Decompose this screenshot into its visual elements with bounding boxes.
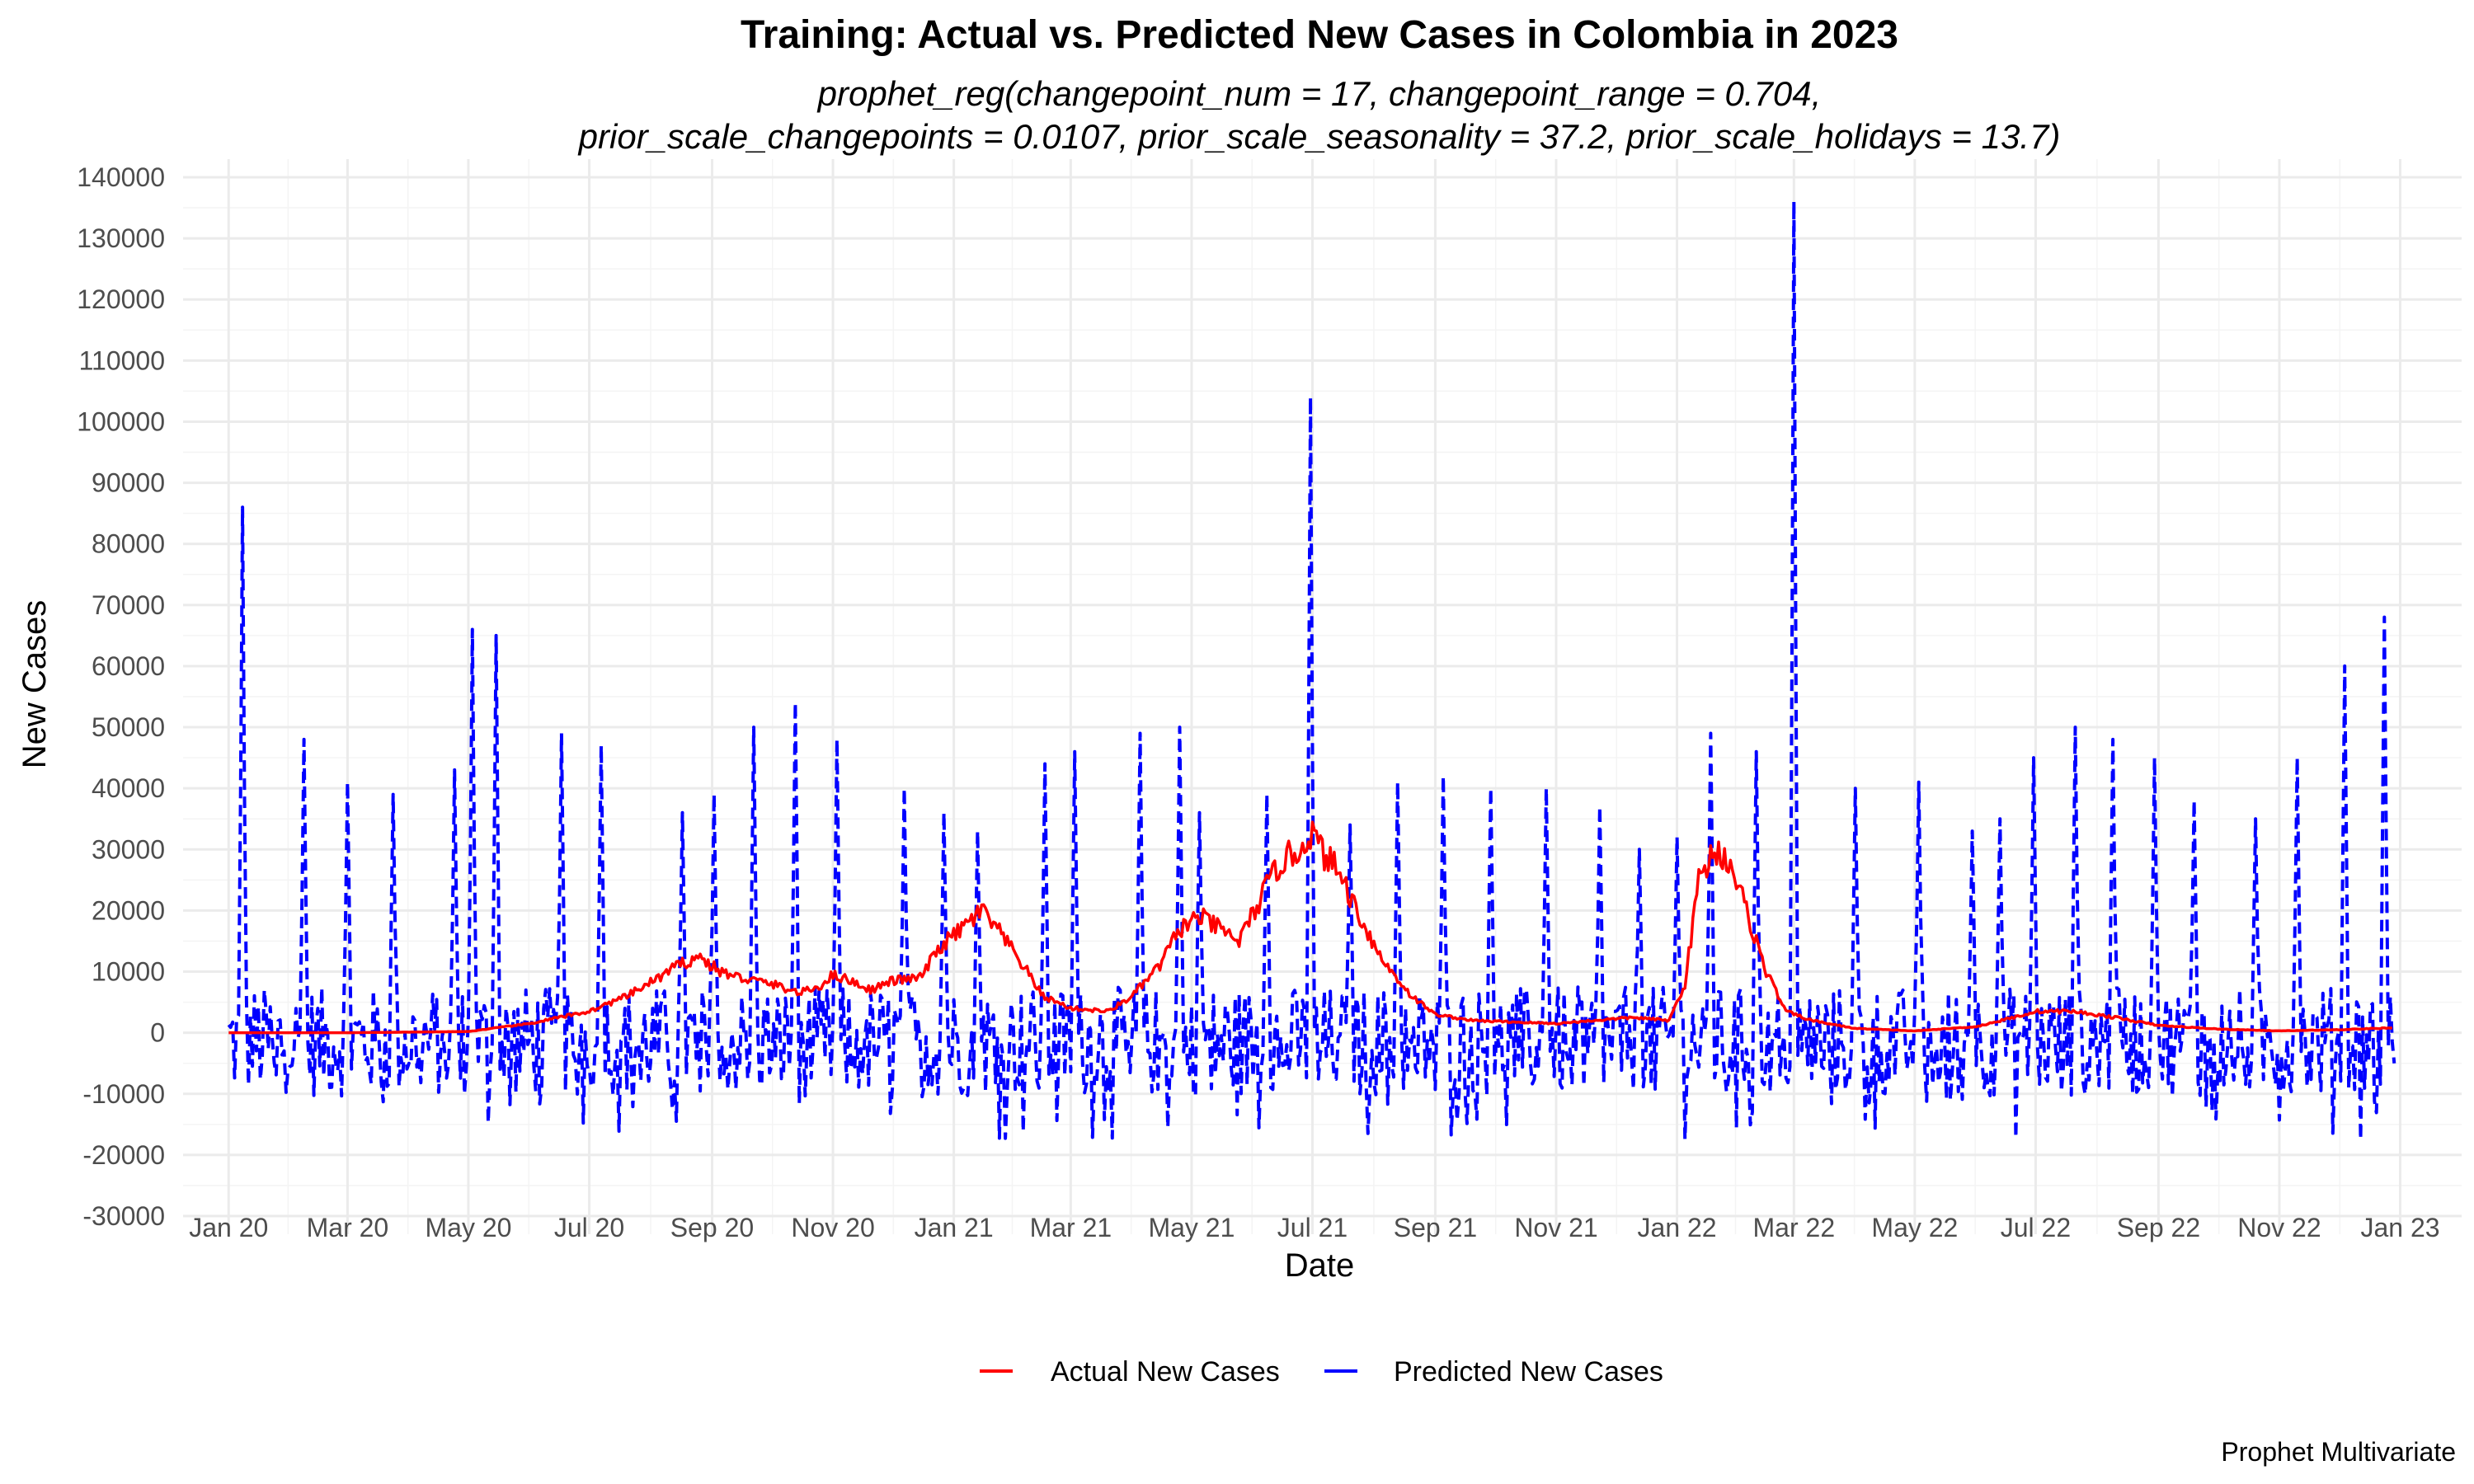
x-tick-label: May 20 (426, 1213, 512, 1242)
y-tick-label: 140000 (77, 162, 165, 192)
x-tick-label: Jul 21 (1277, 1213, 1348, 1242)
y-tick-label: 10000 (92, 957, 165, 987)
x-tick-label: Jan 20 (189, 1213, 268, 1242)
x-tick-label: Jan 21 (915, 1213, 994, 1242)
y-tick-label: 0 (150, 1018, 165, 1048)
x-tick-label: Sep 22 (2117, 1213, 2200, 1242)
x-tick-label: Jul 22 (2001, 1213, 2071, 1242)
x-tick-label: Nov 21 (1514, 1213, 1597, 1242)
series-actual-line (228, 820, 2393, 1035)
y-tick-label: 130000 (77, 223, 165, 253)
x-tick-label: Mar 22 (1753, 1213, 1836, 1242)
y-tick-label: 50000 (92, 712, 165, 742)
x-tick-label: Jul 20 (554, 1213, 624, 1242)
y-tick-label: 90000 (92, 468, 165, 498)
legend-label-actual: Actual New Cases (1051, 1356, 1280, 1388)
x-tick-label: May 21 (1148, 1213, 1235, 1242)
y-tick-label: 40000 (92, 773, 165, 803)
legend-label-predicted: Predicted New Cases (1394, 1356, 1663, 1388)
x-axis-title: Date (1285, 1247, 1355, 1284)
y-axis-ticks: -30000 -20000 -10000 0 10000 20000 30000 40000 5… (77, 162, 165, 1231)
chart-caption: Prophet Multivariate (2221, 1437, 2456, 1467)
y-tick-label: 120000 (77, 284, 165, 314)
y-tick-label: -30000 (82, 1201, 165, 1231)
x-tick-label: Sep 21 (1394, 1213, 1477, 1242)
x-tick-label: Nov 22 (2237, 1213, 2321, 1242)
y-tick-label: 20000 (92, 895, 165, 925)
series-predicted-line (227, 200, 2396, 1141)
y-tick-label: 60000 (92, 651, 165, 681)
x-tick-label: Nov 20 (791, 1213, 874, 1242)
x-tick-label: May 22 (1871, 1213, 1958, 1242)
y-tick-label: 70000 (92, 590, 165, 620)
legend: Actual New Cases Predicted New Cases (980, 1356, 1663, 1388)
y-tick-label: -10000 (82, 1079, 165, 1109)
x-tick-label: Mar 20 (307, 1213, 389, 1242)
y-axis-title: New Cases (16, 600, 53, 769)
chart-title: Training: Actual vs. Predicted New Cases… (741, 13, 1898, 57)
x-tick-label: Sep 20 (670, 1213, 754, 1242)
y-tick-label: 100000 (77, 406, 165, 436)
y-tick-label: 110000 (79, 345, 165, 375)
chart-subtitle-line-2: prior_scale_changepoints = 0.0107, prior… (577, 117, 2061, 156)
x-axis-ticks: Jan 20 Mar 20 May 20 Jul 20 Sep 20 Nov 20 Jan … (189, 1213, 2439, 1242)
x-tick-label: Jan 23 (2360, 1213, 2439, 1242)
y-tick-label: 30000 (92, 834, 165, 864)
y-tick-label: -20000 (82, 1140, 165, 1170)
x-tick-label: Mar 21 (1030, 1213, 1112, 1242)
y-tick-label: 80000 (92, 529, 165, 559)
x-tick-label: Jan 22 (1638, 1213, 1717, 1242)
series-layer (227, 200, 2396, 1141)
chart-subtitle-line-1: prophet_reg(changepoint_num = 17, change… (816, 74, 1822, 113)
